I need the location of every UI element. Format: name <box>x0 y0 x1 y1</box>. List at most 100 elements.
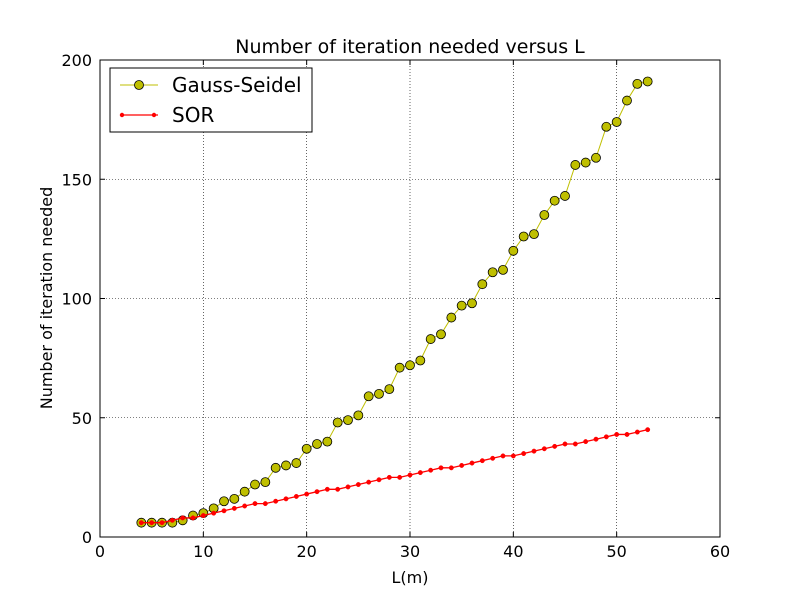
data-point-sor <box>231 505 237 511</box>
x-tick-label: 50 <box>606 542 626 561</box>
data-point-gauss-seidel <box>642 76 653 87</box>
data-point-sor <box>407 472 413 478</box>
x-tick-label: 20 <box>296 542 316 561</box>
data-point-sor <box>428 467 434 473</box>
data-point-gauss-seidel <box>394 362 405 373</box>
x-tick-label: 10 <box>193 542 213 561</box>
y-tick-label: 50 <box>72 409 92 428</box>
x-axis-label: L(m) <box>392 568 429 587</box>
data-point-gauss-seidel <box>301 443 312 454</box>
data-point-gauss-seidel <box>549 195 560 206</box>
data-point-sor <box>211 510 217 516</box>
data-point-gauss-seidel <box>498 264 508 275</box>
data-point-sor <box>293 494 299 499</box>
data-point-sor <box>448 465 454 471</box>
legend-label-gauss-seidel: Gauss-Seidel <box>172 73 302 97</box>
data-point-sor <box>603 434 609 440</box>
data-point-gauss-seidel <box>281 460 291 471</box>
data-point-sor <box>624 431 630 437</box>
data-point-sor <box>283 496 289 502</box>
ticks: 0 10 20 30 40 50 60 0 50 100 150 200 <box>61 51 730 561</box>
data-point-gauss-seidel <box>332 417 343 428</box>
data-point-gauss-seidel <box>611 117 622 127</box>
data-point-sor <box>469 460 475 466</box>
data-point-sor <box>572 441 578 447</box>
data-point-sor <box>169 517 175 523</box>
data-point-gauss-seidel <box>250 479 260 490</box>
data-point-gauss-seidel <box>632 78 643 89</box>
data-point-gauss-seidel <box>219 496 229 507</box>
data-point-gauss-seidel <box>529 229 539 240</box>
y-tick-label: 0 <box>82 528 92 547</box>
x-tick-label: 60 <box>710 542 730 561</box>
data-point-sor <box>438 465 444 471</box>
data-point-sor <box>479 458 485 464</box>
data-point-gauss-seidel <box>312 439 322 449</box>
data-point-sor <box>459 463 465 468</box>
data-point-sor <box>500 453 506 459</box>
data-point-gauss-seidel <box>374 388 384 399</box>
data-point-sor <box>221 508 227 514</box>
data-point-gauss-seidel <box>508 245 519 256</box>
data-point-sor <box>510 453 516 459</box>
data-point-gauss-seidel <box>487 267 498 278</box>
data-point-sor <box>200 513 206 518</box>
data-point-gauss-seidel <box>270 462 281 473</box>
data-point-sor <box>417 470 423 476</box>
data-point-sor <box>562 441 568 447</box>
data-point-sor <box>252 501 258 507</box>
data-point-sor <box>138 520 144 526</box>
data-point-gauss-seidel <box>405 360 415 371</box>
data-point-gauss-seidel <box>291 458 302 468</box>
data-point-sor <box>149 520 155 526</box>
data-point-sor <box>366 479 372 485</box>
y-tick-label: 150 <box>61 170 92 189</box>
legend: Gauss-Seidel SOR <box>109 67 313 133</box>
data-point-sor <box>273 498 279 504</box>
data-point-gauss-seidel <box>363 391 374 402</box>
data-point-sor <box>386 474 392 480</box>
data-point-sor <box>614 431 620 437</box>
data-point-sor <box>645 427 651 433</box>
series-layer <box>136 76 653 528</box>
data-point-gauss-seidel <box>436 329 446 340</box>
y-tick-label: 100 <box>61 290 92 309</box>
data-point-gauss-seidel <box>353 410 364 421</box>
legend-box <box>109 67 313 133</box>
data-point-sor <box>335 486 341 492</box>
data-point-sor <box>159 520 165 526</box>
data-point-gauss-seidel <box>446 312 457 323</box>
data-point-gauss-seidel <box>477 279 488 290</box>
data-point-sor <box>345 484 351 490</box>
data-point-sor <box>531 448 537 454</box>
data-point-gauss-seidel <box>415 355 426 366</box>
data-point-gauss-seidel <box>425 334 436 344</box>
data-point-gauss-seidel <box>343 415 353 426</box>
data-point-gauss-seidel <box>467 298 477 309</box>
data-point-sor <box>314 489 320 495</box>
legend-marker-sor-left <box>119 112 125 118</box>
data-point-sor <box>376 477 382 483</box>
data-point-gauss-seidel <box>591 152 601 163</box>
data-point-gauss-seidel <box>456 300 467 311</box>
x-tick-label: 40 <box>503 542 523 561</box>
data-point-sor <box>397 474 403 480</box>
legend-marker-sor-right <box>151 112 157 118</box>
data-point-sor <box>593 436 599 442</box>
legend-marker-gauss-seidel <box>134 80 144 90</box>
data-point-sor <box>355 482 361 487</box>
data-point-gauss-seidel <box>601 121 612 132</box>
data-point-gauss-seidel <box>518 231 529 242</box>
data-point-sor <box>324 486 330 492</box>
data-point-sor <box>262 501 268 507</box>
data-point-sor <box>521 451 527 456</box>
data-point-gauss-seidel <box>229 493 240 504</box>
data-point-sor <box>304 491 310 497</box>
chart-title: Number of iteration needed versus L <box>235 36 585 58</box>
data-point-sor <box>242 503 248 509</box>
data-point-gauss-seidel <box>239 486 250 497</box>
legend-label-sor: SOR <box>172 103 214 127</box>
grid <box>100 60 720 537</box>
y-axis-label: Number of iteration needed <box>37 187 56 410</box>
data-point-gauss-seidel <box>260 477 271 488</box>
